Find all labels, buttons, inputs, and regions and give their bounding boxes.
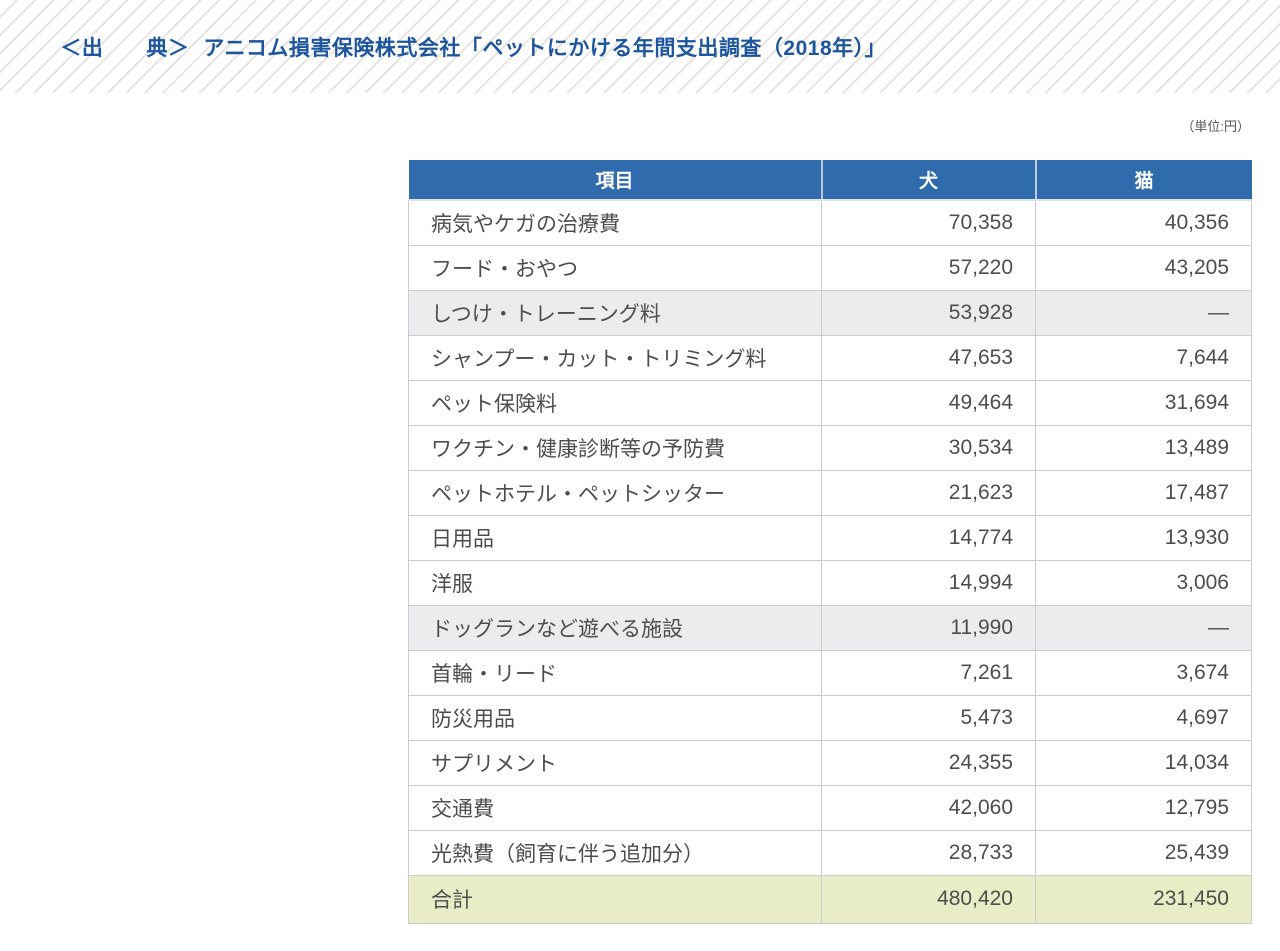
item-label: 防災用品	[408, 694, 822, 741]
dog-value: 47,653	[821, 334, 1036, 381]
dog-value: 70,358	[821, 199, 1036, 246]
dog-value: 21,623	[821, 469, 1036, 516]
total-cat-value: 231,450	[1035, 874, 1252, 924]
dog-value: 49,464	[821, 379, 1036, 426]
cat-value: 12,795	[1035, 784, 1252, 831]
dog-value: 14,994	[821, 559, 1036, 606]
table-header-row: 項目 犬 猫	[408, 160, 1252, 201]
item-label: 洋服	[408, 559, 822, 606]
unit-label: （単位:円）	[1181, 119, 1250, 134]
table-row: しつけ・トレーニング料 53,928 —	[408, 289, 1252, 336]
col-header-dog: 犬	[820, 160, 1036, 201]
dog-value: 11,990	[821, 604, 1036, 651]
dog-value: 14,774	[821, 514, 1036, 561]
cat-value: 4,697	[1035, 694, 1252, 741]
table-row: フード・おやつ 57,220 43,205	[408, 244, 1252, 291]
table-row: 洋服 14,994 3,006	[408, 559, 1252, 606]
table-row: ドッグランなど遊べる施設 11,990 —	[408, 604, 1252, 651]
source-title: アニコム損害保険株式会社「ペットにかける年間支出調査（2018年）」	[203, 36, 887, 60]
table-row: 日用品 14,774 13,930	[408, 514, 1252, 561]
table-row: 首輪・リード 7,261 3,674	[408, 649, 1252, 696]
cat-value: —	[1035, 289, 1252, 336]
dog-value: 28,733	[821, 829, 1036, 876]
dog-value: 7,261	[821, 649, 1036, 696]
table-row: ワクチン・健康診断等の予防費 30,534 13,489	[408, 424, 1252, 471]
total-label: 合計	[408, 874, 822, 924]
source-banner: ＜出 典＞ アニコム損害保険株式会社「ペットにかける年間支出調査（2018年）」	[0, 0, 1280, 93]
cat-value: 3,006	[1035, 559, 1252, 606]
cat-value: 7,644	[1035, 334, 1252, 381]
col-header-item: 項目	[408, 160, 822, 201]
table-row: サプリメント 24,355 14,034	[408, 739, 1252, 786]
total-dog-value: 480,420	[821, 874, 1036, 924]
dog-value: 57,220	[821, 244, 1036, 291]
dog-value: 5,473	[821, 694, 1036, 741]
cat-value: 31,694	[1035, 379, 1252, 426]
item-label: ペット保険料	[408, 379, 822, 426]
item-label: 日用品	[408, 514, 822, 561]
cat-value: —	[1035, 604, 1252, 651]
table-row: 防災用品 5,473 4,697	[408, 694, 1252, 741]
dog-value: 30,534	[821, 424, 1036, 471]
table-row: シャンプー・カット・トリミング料 47,653 7,644	[408, 334, 1252, 381]
table-row: ペットホテル・ペットシッター 21,623 17,487	[408, 469, 1252, 516]
item-label: サプリメント	[408, 739, 822, 786]
cat-value: 40,356	[1035, 199, 1252, 246]
cat-value: 25,439	[1035, 829, 1252, 876]
cat-value: 3,674	[1035, 649, 1252, 696]
item-label: ワクチン・健康診断等の予防費	[408, 424, 822, 471]
item-label: 光熱費（飼育に伴う追加分）	[408, 829, 822, 876]
dog-value: 24,355	[821, 739, 1036, 786]
cat-value: 14,034	[1035, 739, 1252, 786]
item-label: 首輪・リード	[408, 649, 822, 696]
table-row: 光熱費（飼育に伴う追加分） 28,733 25,439	[408, 829, 1252, 876]
expense-table: 項目 犬 猫 病気やケガの治療費 70,358 40,356 フード・おやつ 5…	[408, 160, 1252, 924]
item-label: 病気やケガの治療費	[408, 199, 822, 246]
expense-table-body: 病気やケガの治療費 70,358 40,356 フード・おやつ 57,220 4…	[408, 199, 1252, 924]
table-row: 病気やケガの治療費 70,358 40,356	[408, 199, 1252, 246]
table-row: 交通費 42,060 12,795	[408, 784, 1252, 831]
table-row: ペット保険料 49,464 31,694	[408, 379, 1252, 426]
dog-value: 53,928	[821, 289, 1036, 336]
source-label: ＜出 典＞	[60, 36, 190, 60]
item-label: しつけ・トレーニング料	[408, 289, 822, 336]
col-header-cat: 猫	[1034, 160, 1252, 201]
total-row: 合計 480,420 231,450	[408, 874, 1252, 924]
item-label: フード・おやつ	[408, 244, 822, 291]
cat-value: 43,205	[1035, 244, 1252, 291]
item-label: ペットホテル・ペットシッター	[408, 469, 822, 516]
cat-value: 17,487	[1035, 469, 1252, 516]
item-label: 交通費	[408, 784, 822, 831]
cat-value: 13,930	[1035, 514, 1252, 561]
item-label: ドッグランなど遊べる施設	[408, 604, 822, 651]
cat-value: 13,489	[1035, 424, 1252, 471]
dog-value: 42,060	[821, 784, 1036, 831]
item-label: シャンプー・カット・トリミング料	[408, 334, 822, 381]
